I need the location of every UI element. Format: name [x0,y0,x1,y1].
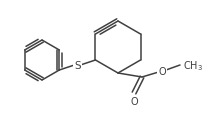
Text: O: O [130,96,138,106]
Text: O: O [158,66,166,76]
Text: CH$_3$: CH$_3$ [183,59,203,72]
Text: S: S [74,60,81,70]
